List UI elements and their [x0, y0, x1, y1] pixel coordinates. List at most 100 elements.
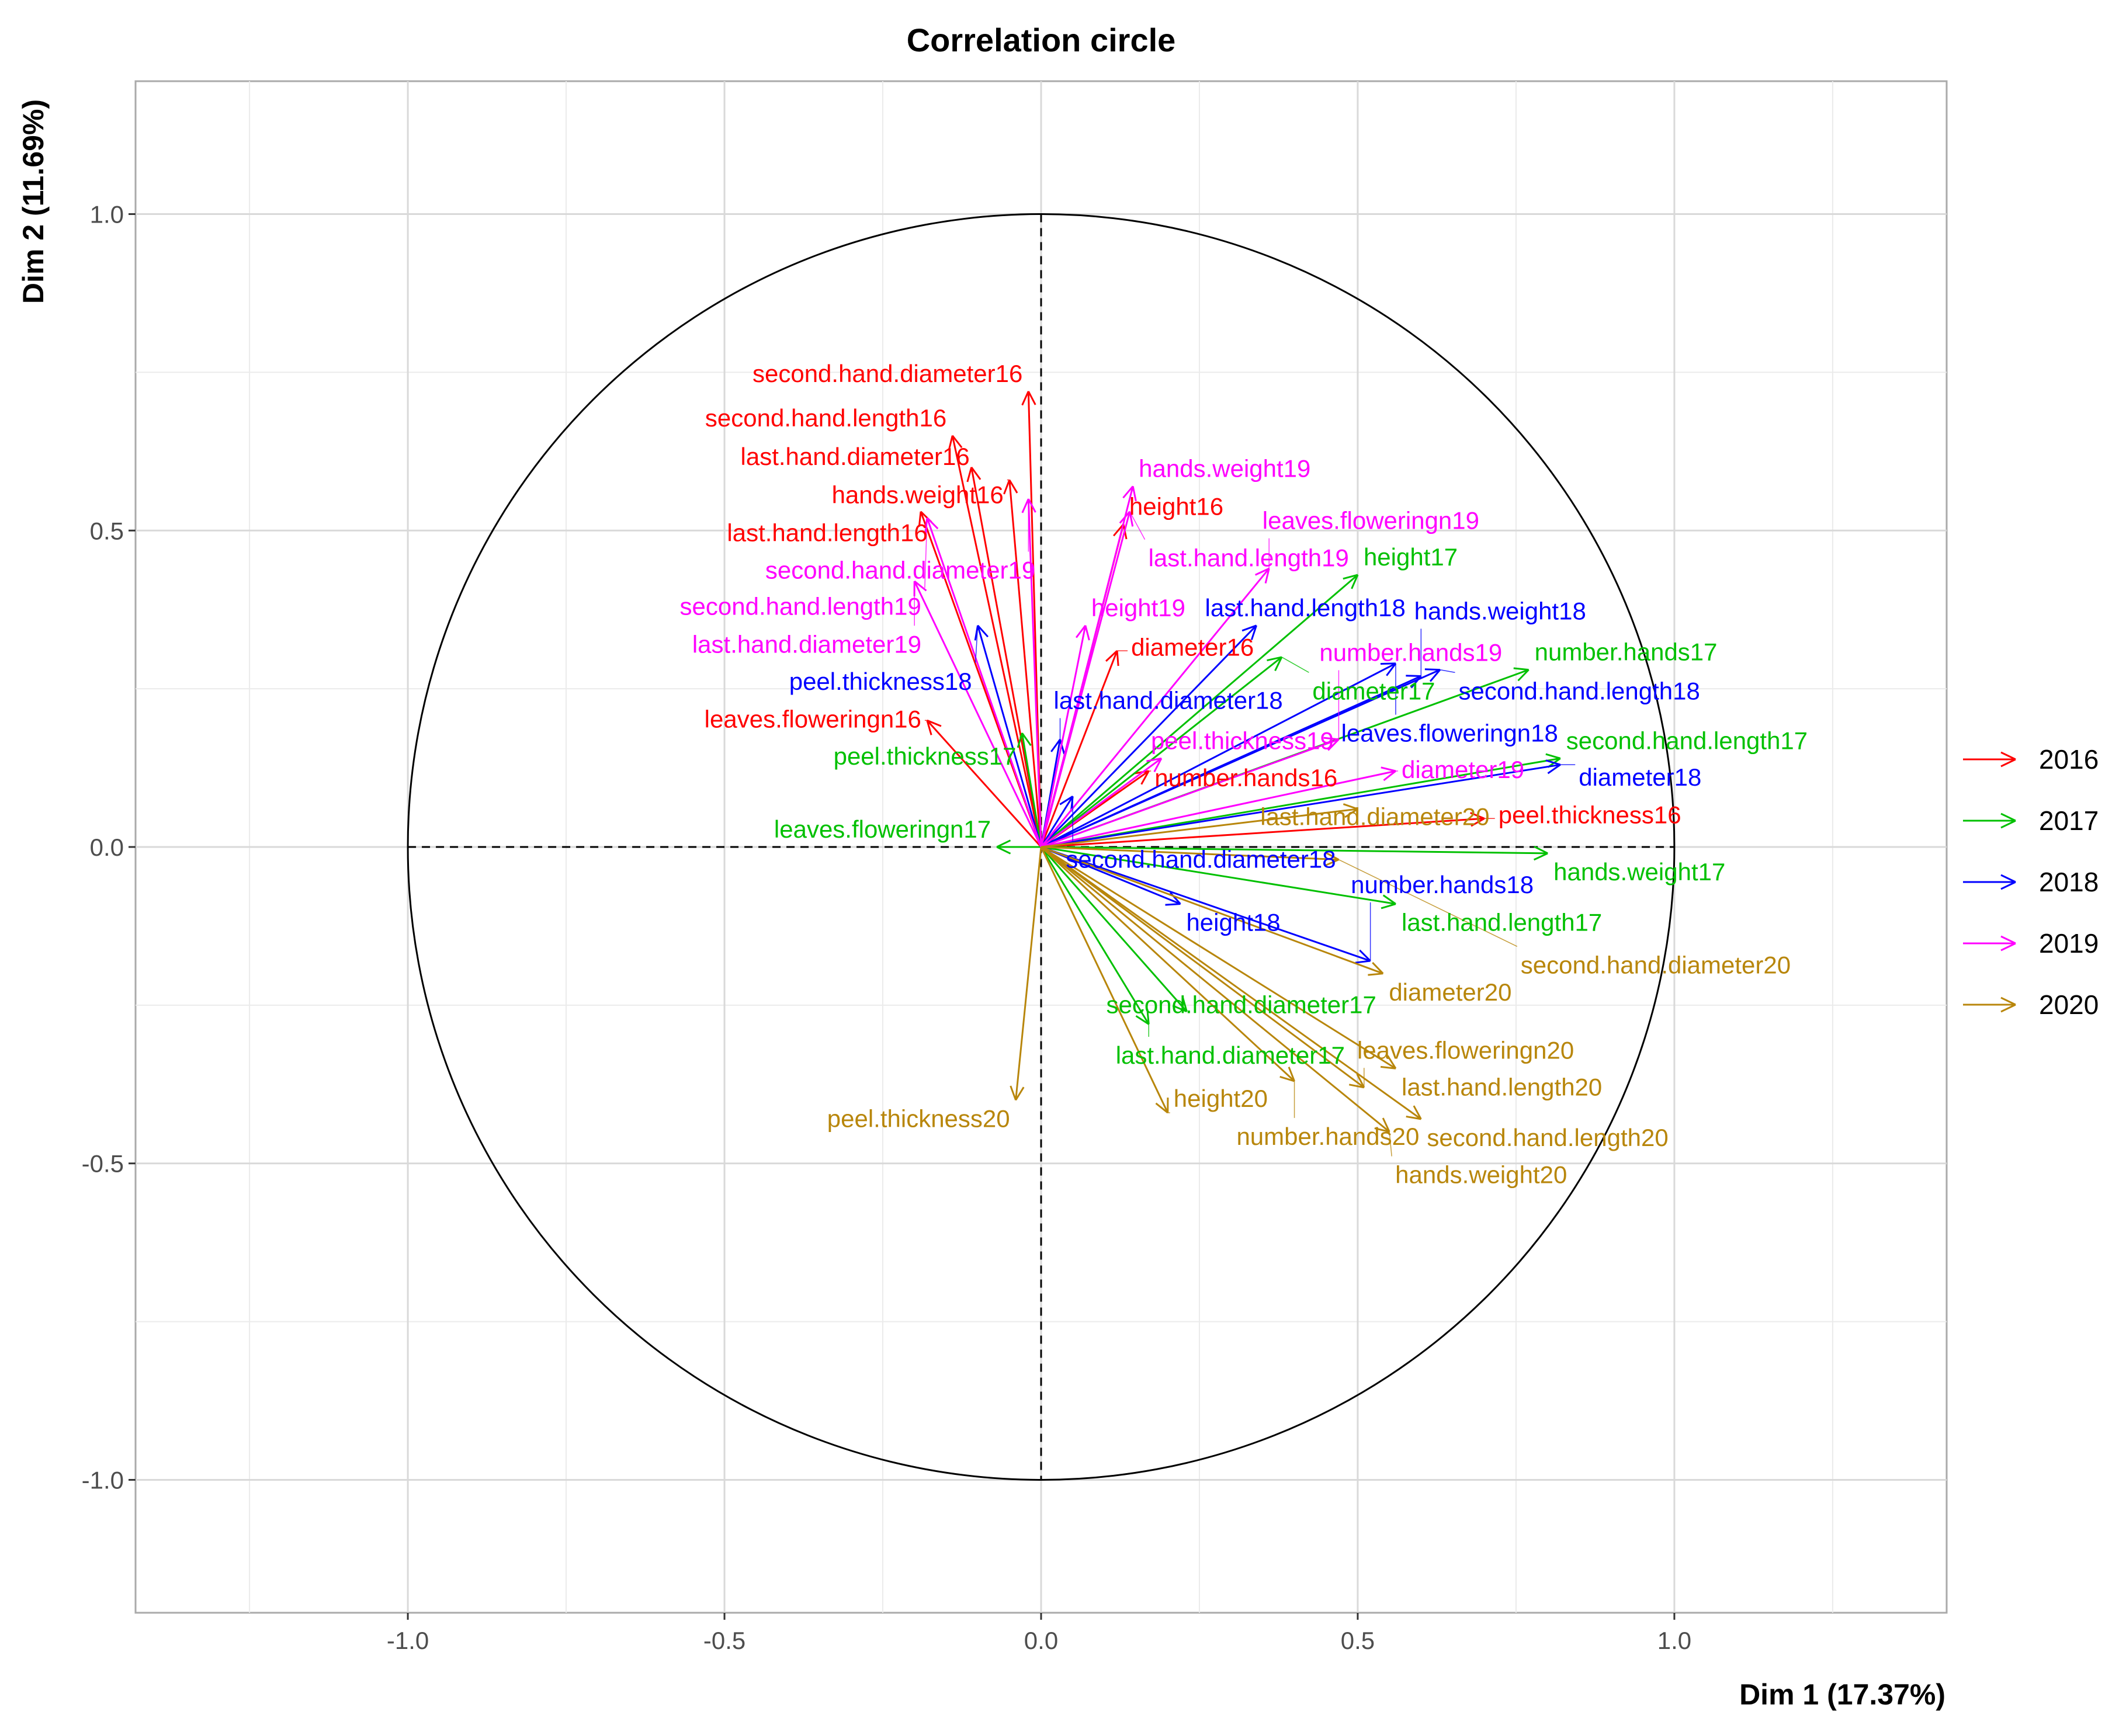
- arrowhead: [1172, 1005, 1187, 1013]
- arrowhead: [1146, 1009, 1150, 1025]
- label-leader-line: [1440, 669, 1455, 673]
- arrow-label: hands.weight20: [1395, 1161, 1567, 1189]
- arrowhead: [1382, 1117, 1390, 1133]
- arrowhead: [1146, 757, 1162, 762]
- arrow-height19: [1040, 625, 1087, 848]
- arrowhead: [1021, 391, 1029, 406]
- arrow-number.hands18: [1041, 846, 1371, 962]
- arrowhead: [1380, 1065, 1396, 1070]
- arrowhead: [1343, 574, 1358, 580]
- arrow-last.hand.length20: [1041, 846, 1396, 1070]
- arrow-diameter20: [1041, 846, 1383, 975]
- arrowhead: [1241, 624, 1257, 632]
- arrowhead: [1547, 763, 1561, 775]
- x-tick-label: -1.0: [387, 1627, 429, 1654]
- arrow-label: second.hand.length16: [705, 404, 946, 432]
- arrow-label: hands.weight18: [1414, 597, 1586, 624]
- arrow-label: diameter16: [1131, 633, 1254, 661]
- arrowhead: [926, 720, 932, 735]
- arrow-label: diameter17: [1312, 677, 1435, 704]
- arrow-label: number.hands18: [1351, 871, 1534, 898]
- arrow-label: height17: [1364, 543, 1458, 571]
- arrowhead: [1424, 668, 1440, 671]
- arrow-label: last.hand.diameter16: [741, 443, 970, 470]
- arrowhead: [1327, 738, 1340, 751]
- arrowhead: [1413, 1105, 1422, 1120]
- arrowhead: [1429, 669, 1441, 682]
- arrow-label: second.hand.diameter19: [765, 557, 1035, 584]
- arrow-diameter17: [1041, 656, 1282, 848]
- arrow-peel.thickness16: [1041, 817, 1485, 848]
- arrow-label: number.hands16: [1154, 764, 1337, 791]
- arrowhead: [1344, 808, 1358, 818]
- arrow-leaves.floweringn16: [926, 720, 1042, 848]
- label-leader-lines: [914, 479, 1576, 1157]
- arrow-label: last.hand.length17: [1402, 909, 1602, 936]
- legend-arrowhead: [2000, 813, 2016, 822]
- y-tick-label: 1.0: [90, 201, 124, 228]
- arrowhead: [1132, 486, 1137, 502]
- arrow-label: leaves.floweringn18: [1341, 720, 1558, 747]
- arrowhead: [1027, 498, 1036, 513]
- legend-arrowhead: [2000, 751, 2016, 761]
- arrowhead: [927, 719, 942, 727]
- arrow-diameter16: [1040, 650, 1118, 848]
- arrow-label: height16: [1129, 493, 1223, 520]
- arrow-label: second.hand.length19: [680, 593, 921, 620]
- arrowhead: [996, 839, 1011, 848]
- arrow-label: diameter18: [1579, 763, 1701, 791]
- arrow-label: leaves.floweringn19: [1263, 507, 1479, 534]
- arrow-diameter19: [1041, 770, 1396, 848]
- arrowhead: [1105, 650, 1118, 662]
- arrowhead: [977, 624, 989, 638]
- arrow-label: peel.thickness19: [1151, 727, 1334, 754]
- arrowhead: [1517, 669, 1530, 682]
- arrow-last.hand.length18: [1040, 624, 1257, 848]
- label-leader-line: [1019, 732, 1023, 738]
- arrow-label: last.hand.diameter17: [1116, 1041, 1345, 1069]
- arrowhead: [1374, 1127, 1390, 1133]
- arrowhead: [1386, 1055, 1397, 1070]
- arrow-label: number.hands19: [1319, 639, 1502, 666]
- arrowhead: [1017, 732, 1023, 748]
- arrowhead: [1010, 1085, 1017, 1100]
- x-tick-label: 0.5: [1341, 1627, 1375, 1654]
- arrowhead: [1372, 961, 1384, 974]
- arrow-last.hand.diameter17: [1040, 846, 1150, 1025]
- arrowhead: [1324, 852, 1340, 860]
- arrowhead: [1008, 479, 1018, 494]
- arrowhead: [1059, 739, 1066, 755]
- legend-label: 2018: [2039, 867, 2099, 897]
- legend-arrowhead: [2000, 881, 2016, 890]
- legend-label: 2016: [2039, 744, 2099, 775]
- chart-title: Correlation circle: [907, 22, 1176, 58]
- arrowhead: [1355, 960, 1371, 964]
- label-leader-line: [1281, 657, 1309, 673]
- arrow-label: height19: [1091, 594, 1185, 622]
- arrowhead: [1410, 675, 1422, 689]
- arrowhead: [1382, 894, 1396, 905]
- arrow-peel.thickness20: [1015, 846, 1042, 1100]
- arrowhead: [1116, 651, 1119, 666]
- arrows: [913, 391, 1561, 1133]
- arrow-hands.weight19: [1040, 486, 1134, 848]
- arrowhead: [1153, 758, 1163, 773]
- arrowhead: [1383, 770, 1396, 782]
- arrowhead: [1021, 498, 1029, 513]
- arrowhead: [1470, 817, 1485, 827]
- label-leader-line: [1338, 859, 1518, 947]
- arrowhead: [1343, 803, 1358, 810]
- arrow-label: second.hand.diameter20: [1521, 951, 1791, 978]
- arrow-label: second.hand.length20: [1427, 1124, 1668, 1151]
- legend-arrowhead: [2000, 997, 2016, 1006]
- arrow-label: last.hand.length18: [1205, 594, 1406, 622]
- y-axis-label: Dim 2 (11.69%): [17, 99, 50, 304]
- legend-arrowhead: [2000, 942, 2016, 952]
- arrow-label: last.hand.length20: [1402, 1073, 1602, 1100]
- label-leader-line: [1129, 511, 1146, 540]
- arrowhead: [1324, 859, 1340, 867]
- arrow-label: peel.thickness16: [1499, 801, 1681, 829]
- arrowhead: [1274, 657, 1283, 671]
- arrowhead: [1021, 732, 1032, 747]
